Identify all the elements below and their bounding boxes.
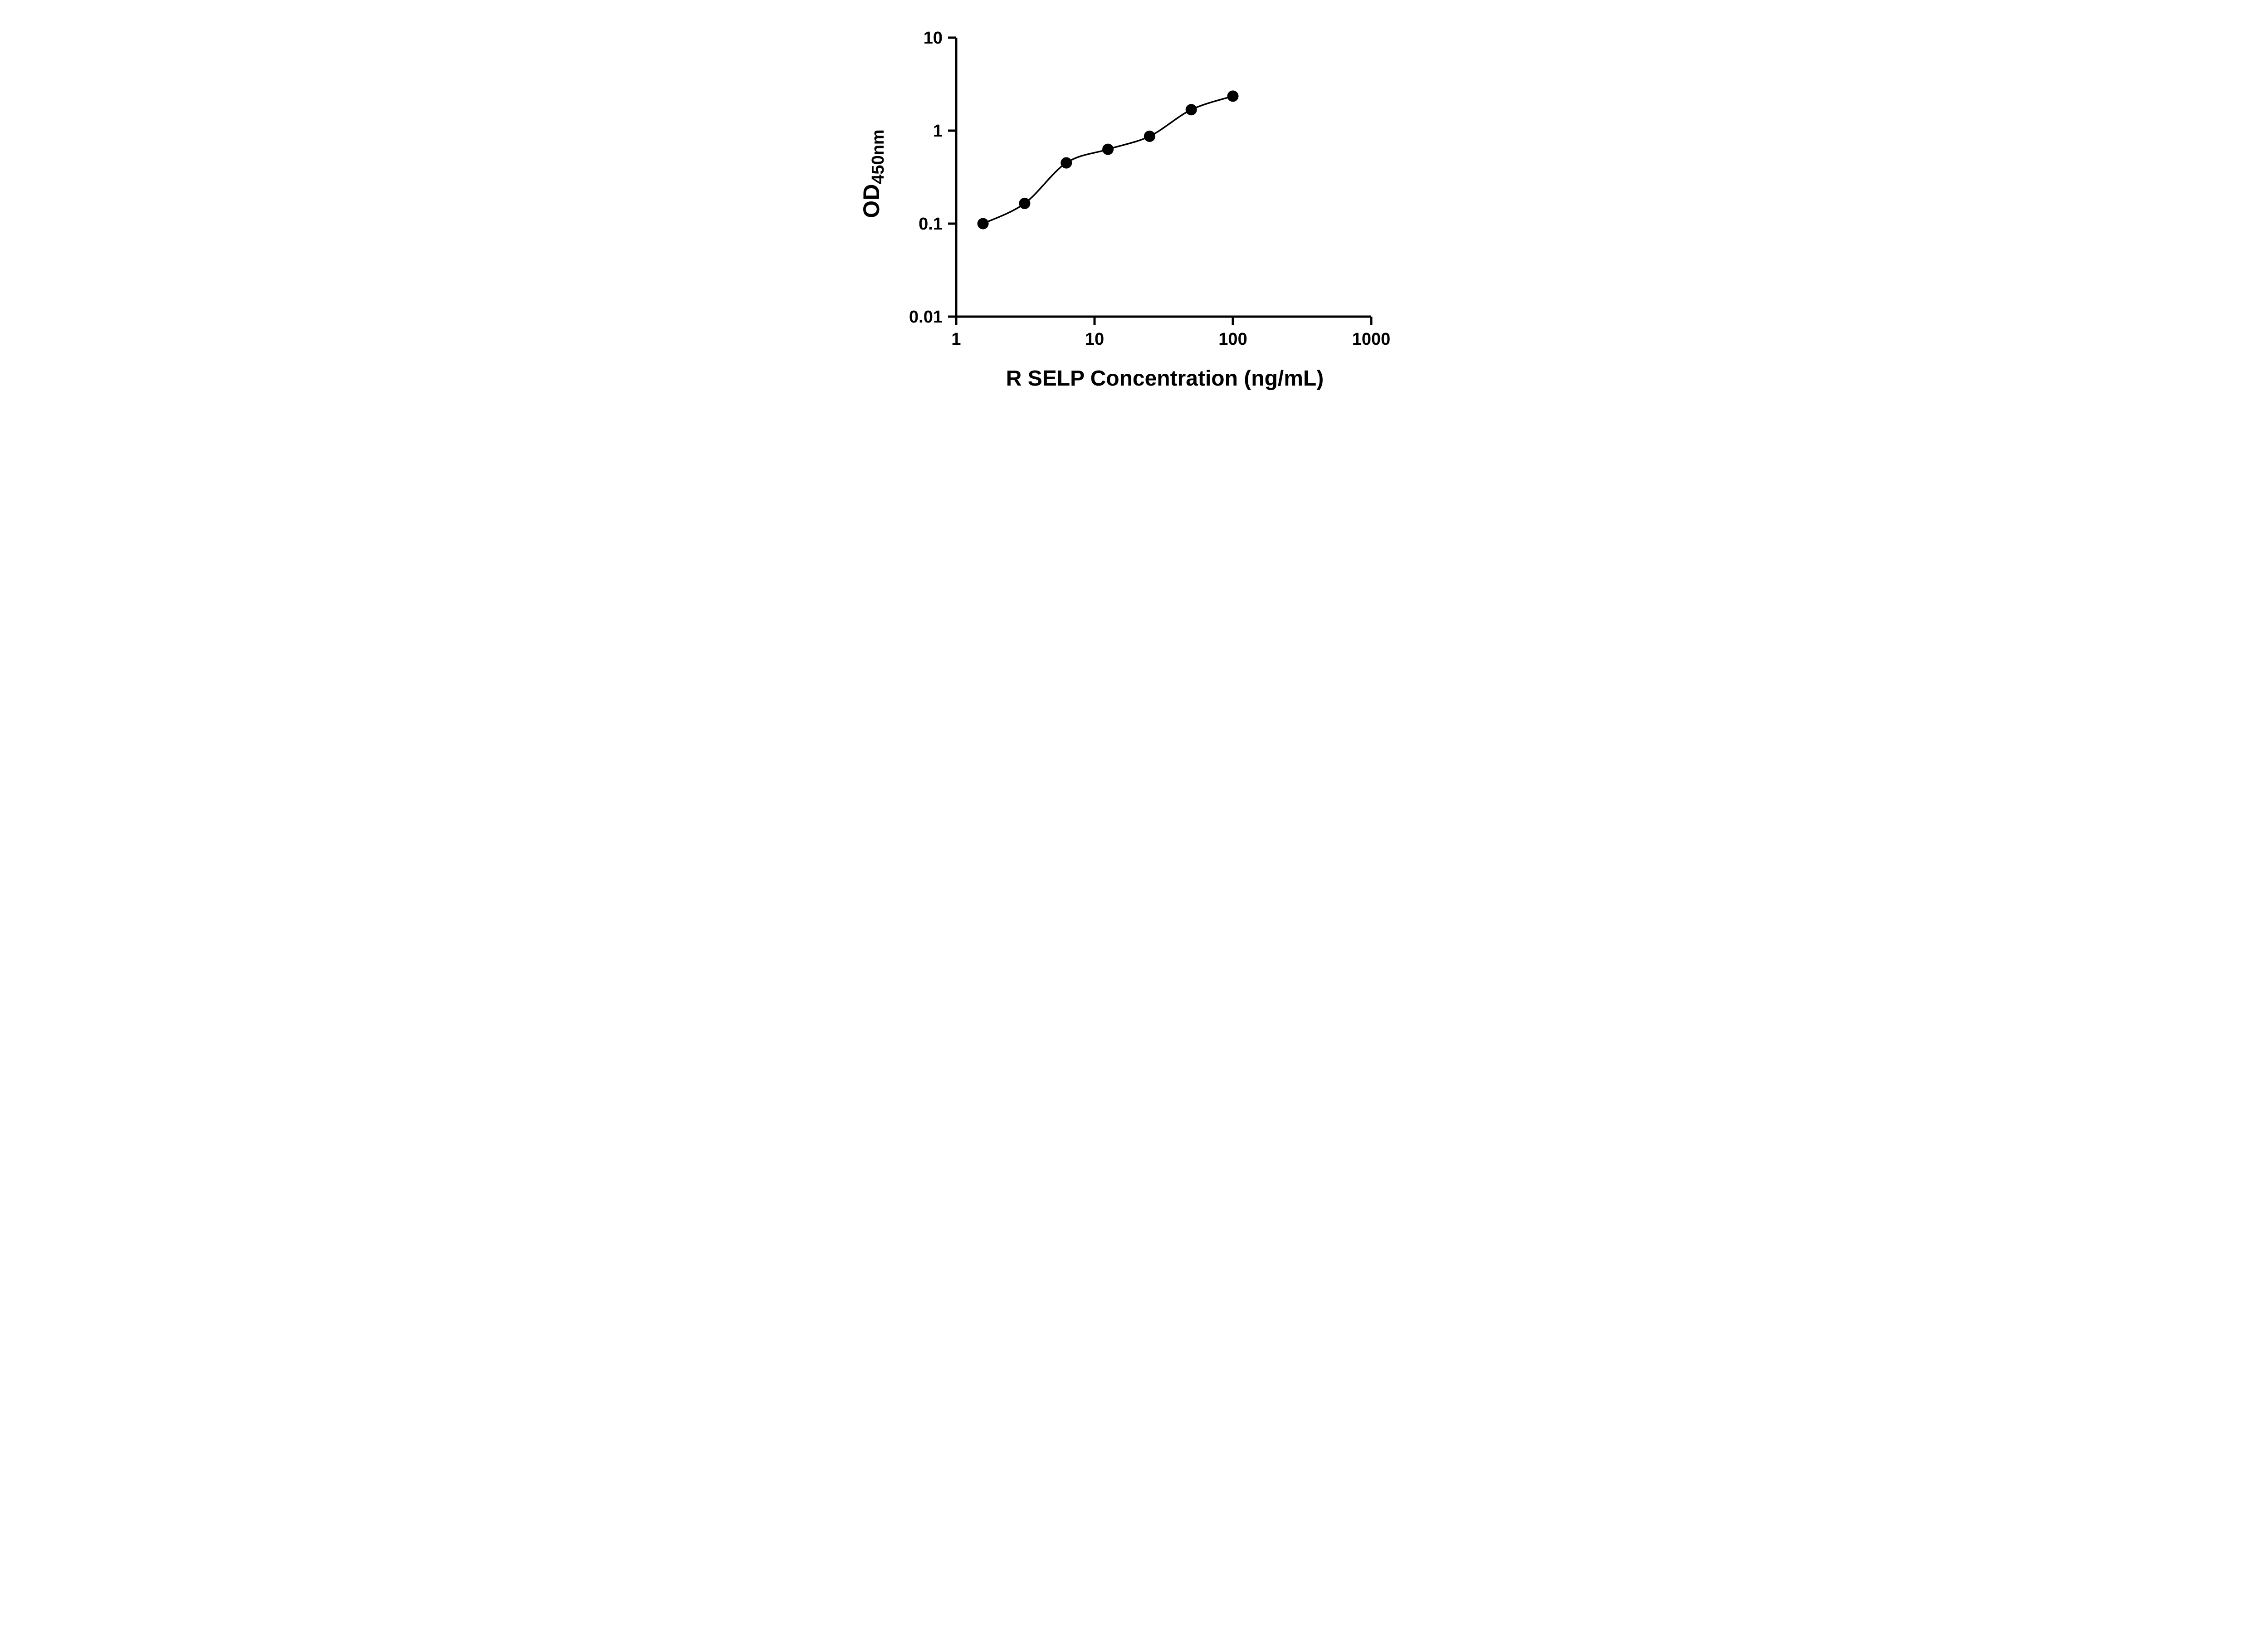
x-tick-label: 1000 [1352,330,1390,349]
x-axis-title: R SELP Concentration (ng/mL) [1006,367,1323,391]
chart-figure: 1 10 100 1000 0.01 0.1 1 10 R SELP Concentratio… [842,0,1426,408]
tick-layer [948,36,1372,325]
x-tick-label: 1 [951,330,961,349]
x-tick-label: 10 [1085,330,1104,349]
series-layer [977,90,1238,230]
data-point [977,218,989,230]
data-point [1144,130,1155,142]
data-point [1102,143,1114,155]
y-tick-label: 0.01 [909,308,943,327]
data-point [1227,90,1238,102]
data-point [1185,104,1197,116]
chart-svg: 1 10 100 1000 0.01 0.1 1 10 R SELP Concentratio… [859,29,1390,391]
data-point [1018,197,1030,209]
y-axis-title-sub: 450nm [869,129,888,184]
x-tick-label: 100 [1218,330,1247,349]
y-tick-label: 10 [923,29,942,48]
axis-layer [955,38,1371,318]
y-tick-label: 0.1 [919,215,943,234]
tick-label-layer: 1 10 100 1000 0.01 0.1 1 10 [909,29,1390,349]
axis-lines [955,38,1371,318]
y-axis-title-main: OD [859,184,884,218]
y-tick-label: 1 [933,122,942,141]
data-point [1060,157,1072,169]
y-axis-title: OD450nm [859,129,888,218]
